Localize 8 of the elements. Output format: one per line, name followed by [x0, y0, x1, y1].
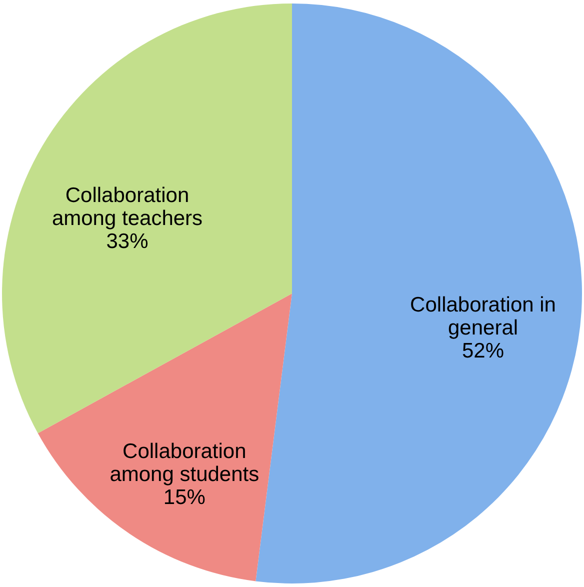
data-label: 15% — [163, 486, 206, 509]
data-label: 52% — [462, 340, 504, 363]
pie-slice — [38, 294, 292, 582]
data-label: 33% — [106, 230, 148, 254]
slice-label: Collaboration among teachers — [52, 184, 203, 230]
pie-slice — [2, 4, 292, 434]
slice-label: Collaboration among students — [110, 440, 260, 486]
slice-label: Collaboration in general — [410, 294, 556, 340]
